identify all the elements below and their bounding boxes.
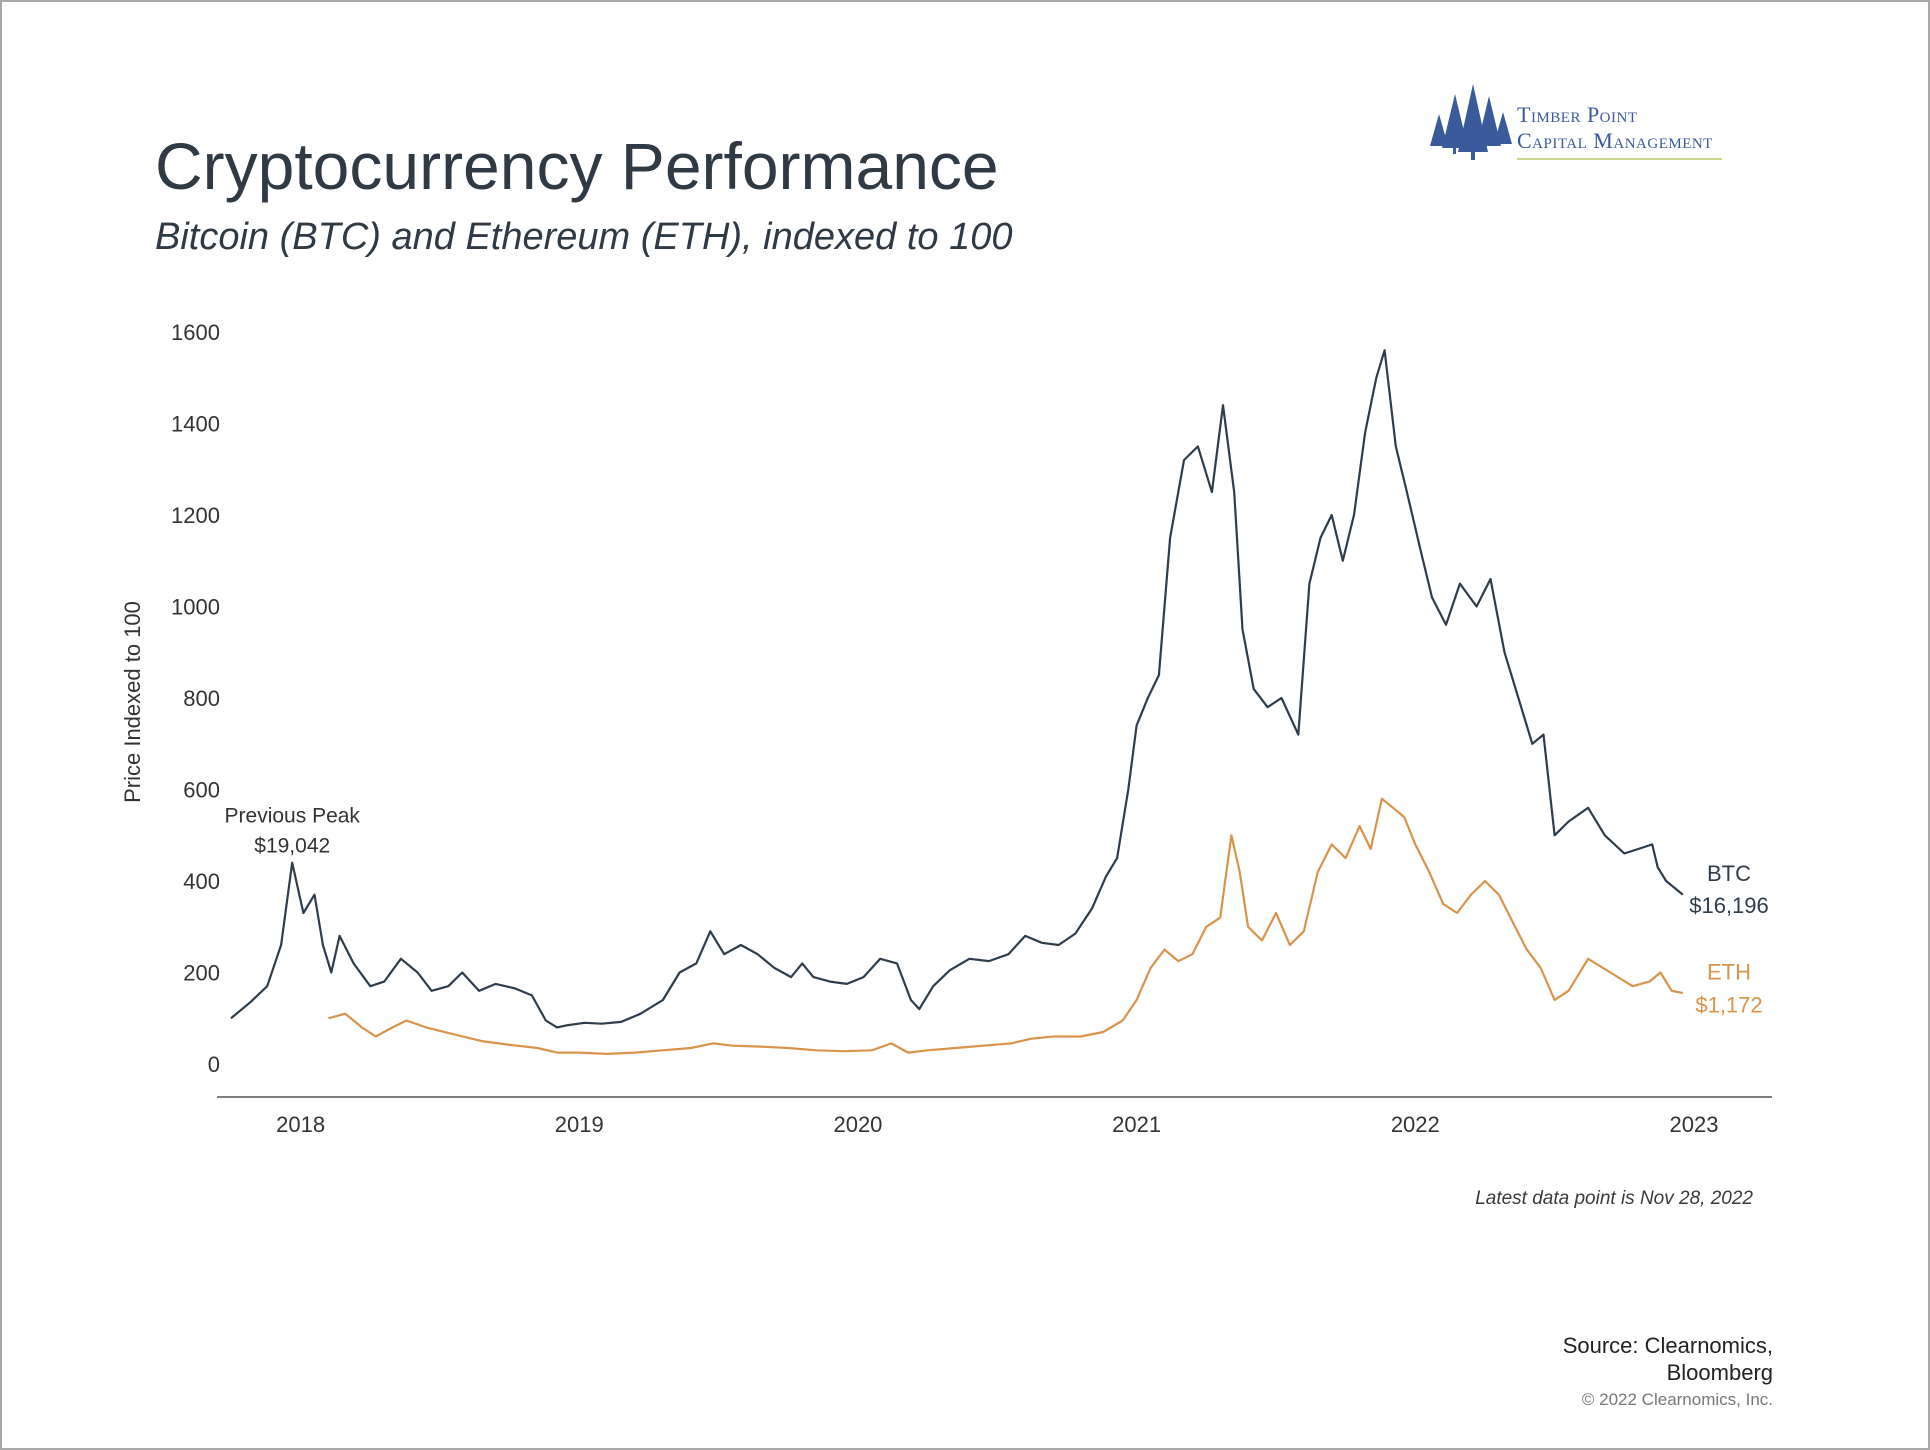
series-end-value-eth: $1,172 xyxy=(1695,992,1762,1017)
source-line-2: Bloomberg xyxy=(1666,1360,1773,1385)
source-note: Source: Clearnomics, Bloomberg xyxy=(1473,1332,1773,1386)
annotation-value-0: $19,042 xyxy=(254,835,330,858)
x-tick-label-2022: 2022 xyxy=(1391,1112,1440,1137)
x-tick-label-2021: 2021 xyxy=(1112,1112,1161,1137)
x-tick-label-2023: 2023 xyxy=(1669,1112,1718,1137)
y-tick-label-200: 200 xyxy=(183,961,220,986)
chart-subtitle: Bitcoin (BTC) and Ethereum (ETH), indexe… xyxy=(155,216,1013,258)
y-tick-label-800: 800 xyxy=(183,686,220,711)
logo-underline xyxy=(1517,158,1722,160)
pine-trees-icon xyxy=(1430,84,1512,160)
x-tick-label-2019: 2019 xyxy=(555,1112,604,1137)
series-line-btc xyxy=(230,349,1684,1029)
y-tick-label-1600: 1600 xyxy=(171,320,220,345)
latest-data-note: Latest data point is Nov 28, 2022 xyxy=(1475,1188,1753,1209)
source-line-1: Source: Clearnomics, xyxy=(1562,1333,1773,1358)
annotation-title-0: Previous Peak xyxy=(225,805,361,828)
chart-title: Cryptocurrency Performance xyxy=(155,129,999,203)
y-tick-label-1400: 1400 xyxy=(171,412,220,437)
company-logo: Timber Point Capital Management xyxy=(1427,82,1727,182)
y-tick-label-600: 600 xyxy=(183,778,220,803)
logo-line-2: Capital Management xyxy=(1517,128,1713,153)
copyright: © 2022 Clearnomics, Inc. xyxy=(1581,1390,1773,1409)
x-tick-label-2018: 2018 xyxy=(276,1112,325,1137)
x-tick-label-2020: 2020 xyxy=(833,1112,882,1137)
y-axis-label: Price Indexed to 100 xyxy=(120,601,145,803)
logo-line-1: Timber Point xyxy=(1517,102,1638,127)
series-label-btc: BTC xyxy=(1707,861,1751,886)
y-tick-label-1000: 1000 xyxy=(171,595,220,620)
series-label-eth: ETH xyxy=(1707,959,1751,984)
y-tick-label-0: 0 xyxy=(208,1052,220,1077)
series-line-eth xyxy=(328,797,1684,1055)
y-tick-label-400: 400 xyxy=(183,869,220,894)
series-end-value-btc: $16,196 xyxy=(1689,893,1769,918)
y-tick-label-1200: 1200 xyxy=(171,503,220,528)
